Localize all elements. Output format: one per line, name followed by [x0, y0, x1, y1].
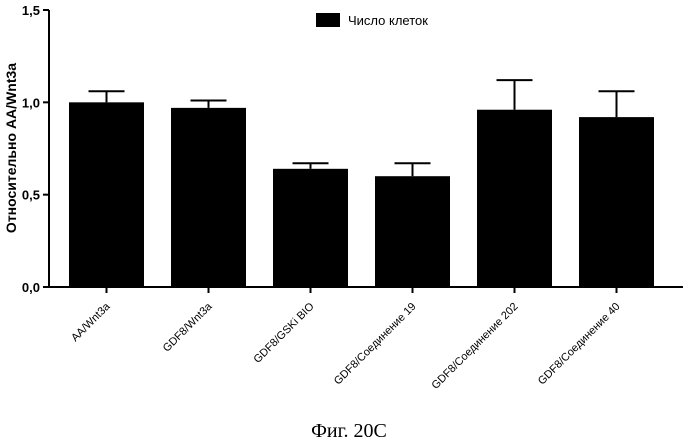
- bar: [69, 102, 144, 287]
- y-tick-label: 0,0: [22, 280, 40, 295]
- bar: [171, 107, 246, 287]
- x-tick-label: GDF8/Соединение 202: [430, 301, 521, 392]
- bars: [69, 102, 654, 288]
- x-tick-label: GDF8/Соединение 40: [536, 301, 623, 388]
- legend-label: Число клеток: [348, 13, 428, 28]
- bar: [477, 109, 552, 287]
- x-tick-label: GDF8/GSKi BIO: [252, 300, 317, 365]
- bar: [579, 117, 654, 288]
- bar: [375, 176, 450, 287]
- x-tick-labels: AA/Wnt3a GDF8/Wnt3a GDF8/GSKi BIO GDF8/Соед…: [69, 287, 623, 392]
- legend-swatch: [316, 13, 340, 27]
- legend: Число клеток: [316, 13, 428, 28]
- y-axis-label: Относительно AA/Wnt3a: [3, 63, 19, 233]
- x-tick-label: AA/Wnt3a: [69, 300, 113, 344]
- y-tick-label: 0,5: [22, 188, 40, 203]
- bar: [273, 168, 348, 287]
- y-tick-label: 1,0: [22, 95, 40, 110]
- y-ticks: 0,0 0,5 1,0 1,5: [22, 3, 49, 295]
- figure-caption: Фиг. 20С: [311, 420, 387, 442]
- error-bars: [88, 79, 635, 177]
- y-tick-label: 1,5: [22, 3, 40, 18]
- x-tick-label: GDF8/Wnt3a: [161, 300, 215, 354]
- x-tick-label: GDF8/Соединение 19: [332, 301, 419, 388]
